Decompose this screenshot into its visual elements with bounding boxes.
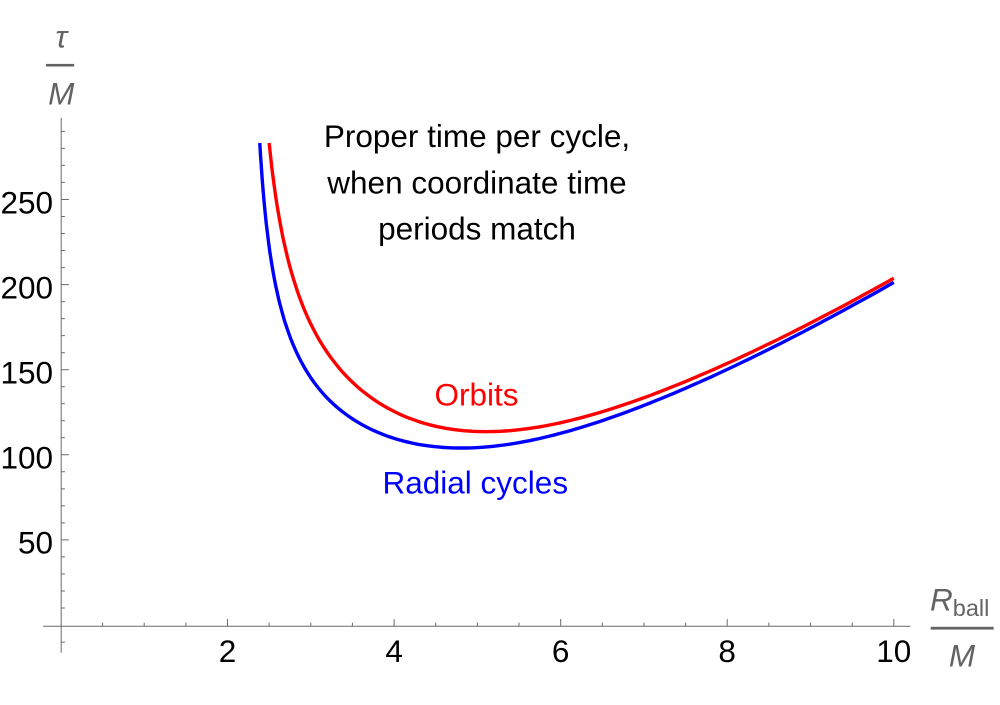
svg-text:M: M bbox=[949, 637, 976, 673]
svg-text:Orbits: Orbits bbox=[435, 377, 519, 413]
svg-text:periods match: periods match bbox=[378, 211, 576, 247]
svg-text:150: 150 bbox=[0, 355, 53, 391]
svg-text:100: 100 bbox=[0, 440, 53, 476]
svg-text:6: 6 bbox=[552, 633, 570, 669]
svg-text:10: 10 bbox=[876, 633, 911, 669]
svg-text:200: 200 bbox=[0, 269, 53, 305]
svg-text:8: 8 bbox=[718, 633, 736, 669]
svg-text:when coordinate time: when coordinate time bbox=[326, 165, 626, 201]
svg-text:2: 2 bbox=[219, 633, 237, 669]
svg-text:M: M bbox=[48, 75, 75, 111]
svg-text:Proper time per cycle,: Proper time per cycle, bbox=[324, 118, 630, 154]
svg-text:τ: τ bbox=[55, 19, 69, 55]
svg-text:50: 50 bbox=[18, 525, 53, 561]
svg-text:250: 250 bbox=[0, 184, 53, 220]
svg-text:4: 4 bbox=[385, 633, 403, 669]
svg-text:Radial cycles: Radial cycles bbox=[383, 465, 569, 501]
